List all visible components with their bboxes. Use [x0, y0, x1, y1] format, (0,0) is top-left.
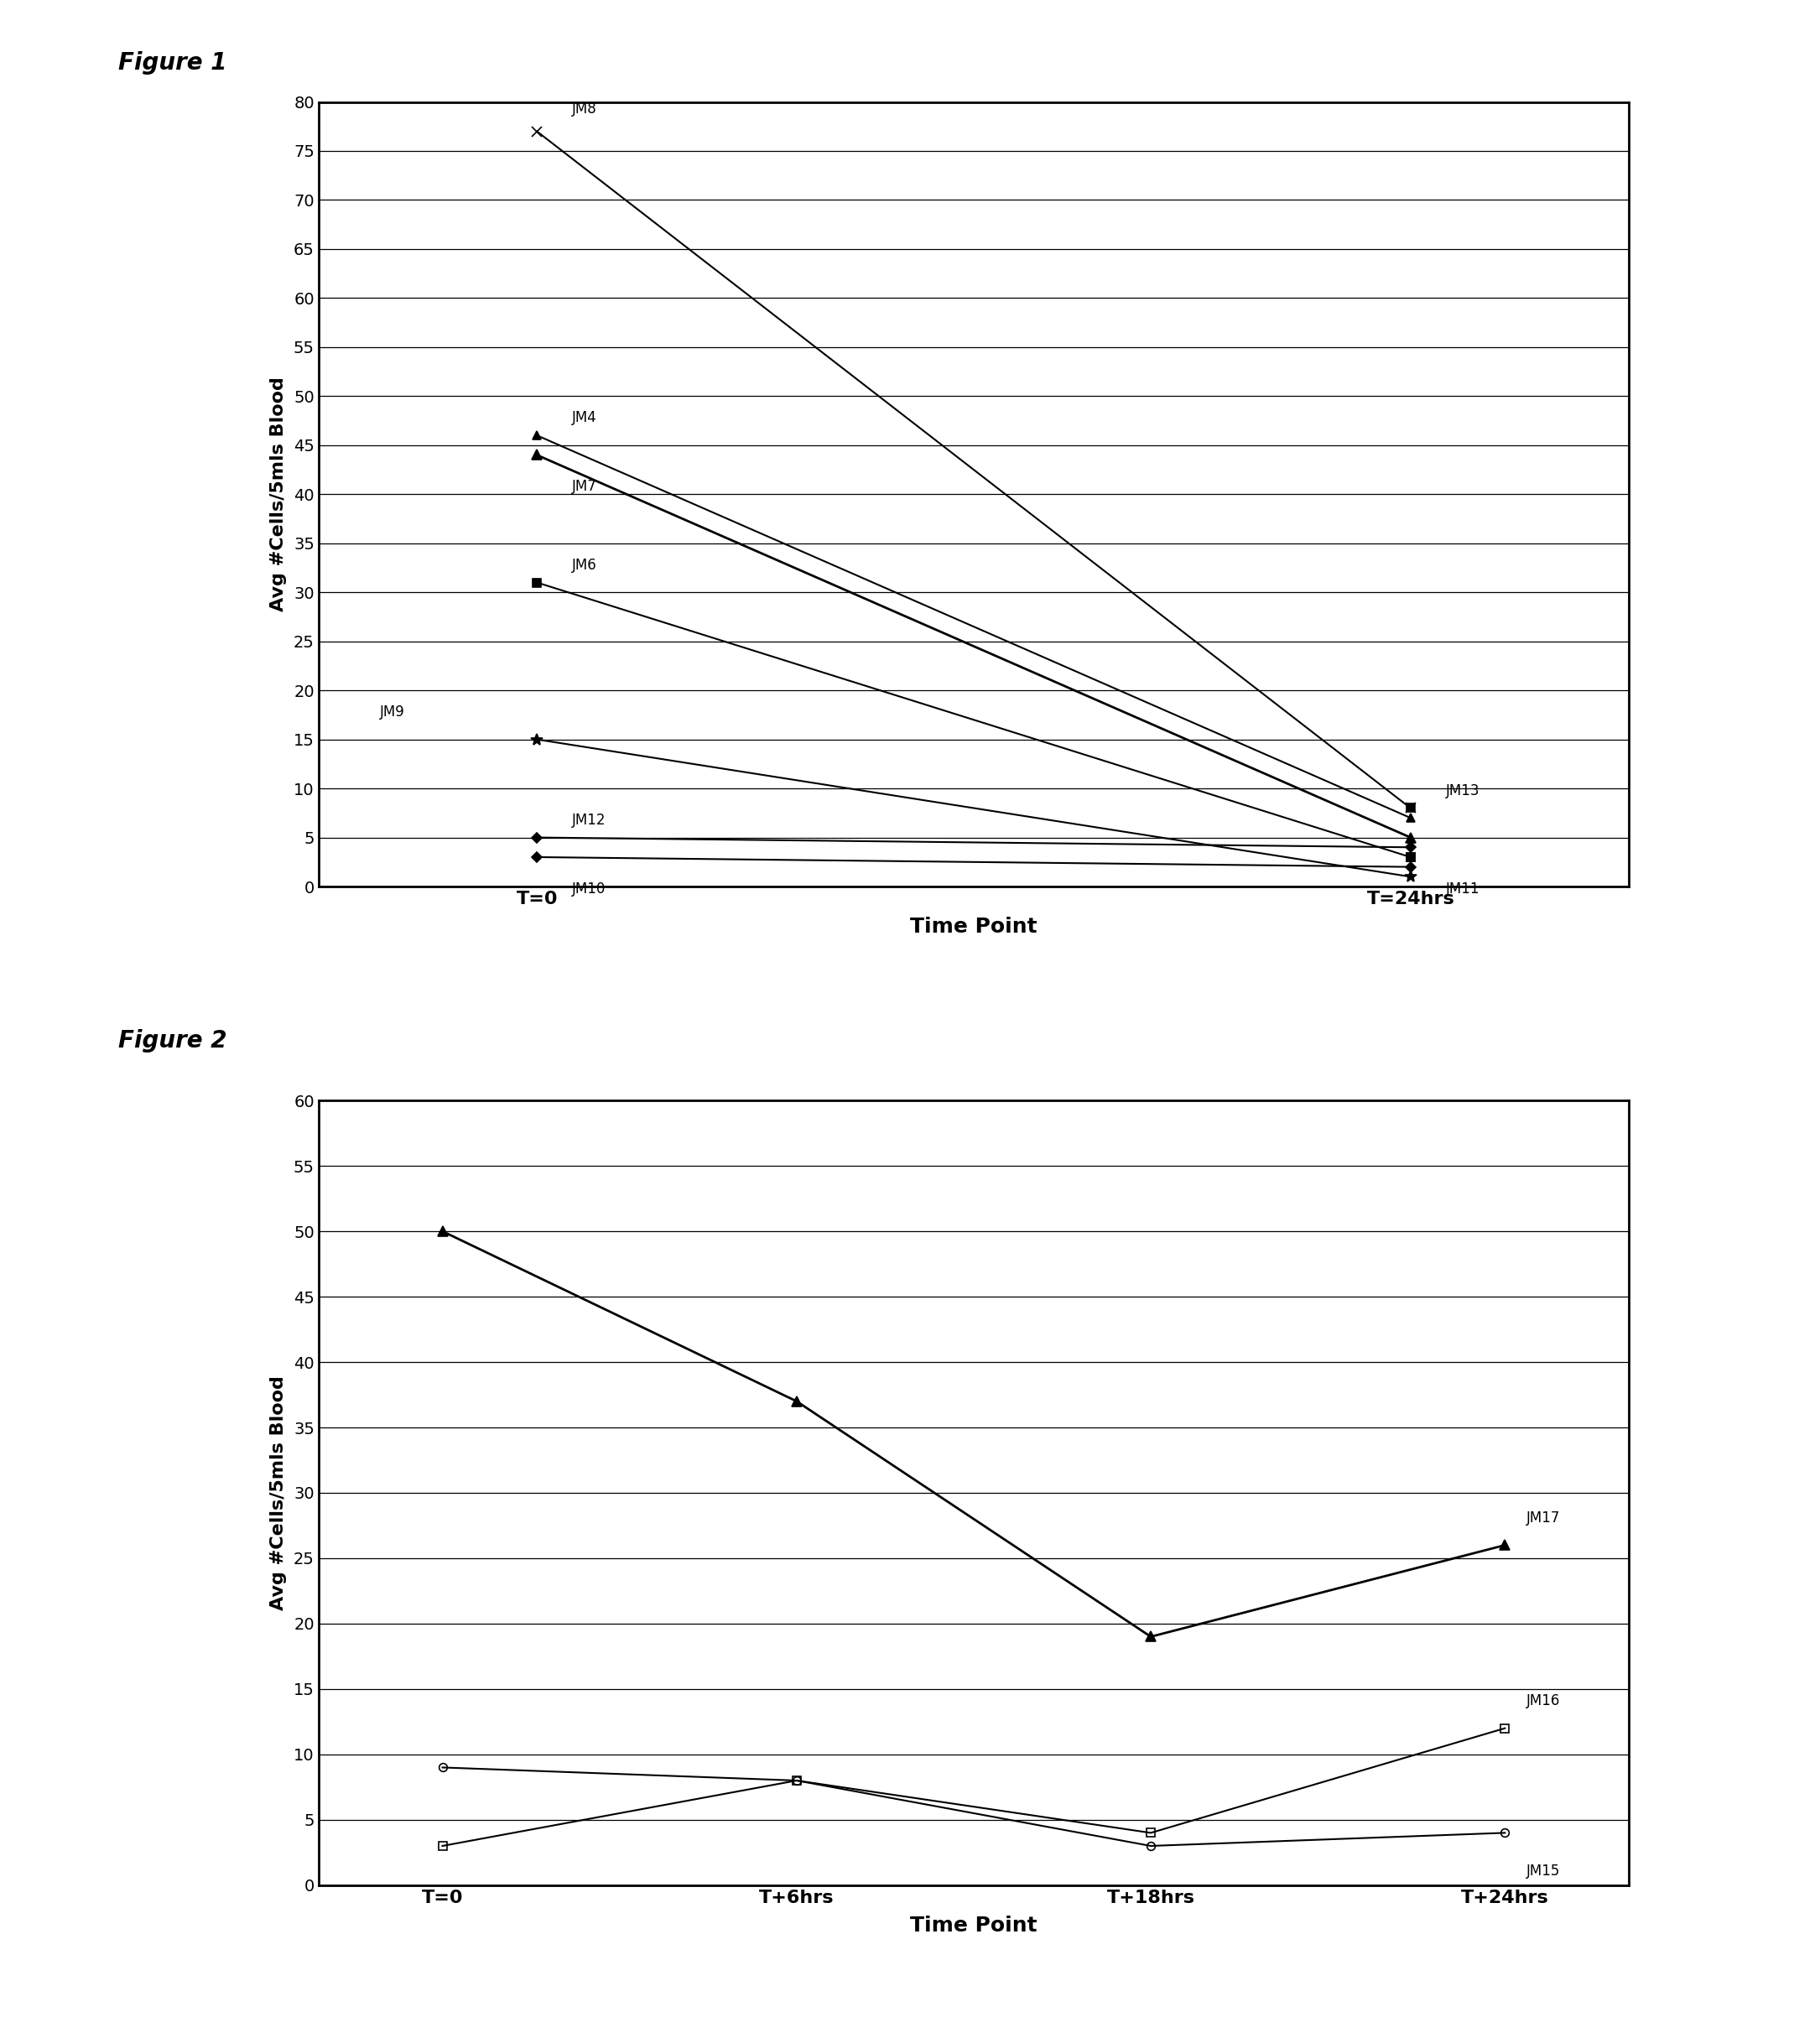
X-axis label: Time Point: Time Point: [910, 1916, 1037, 1936]
Text: JM17: JM17: [1527, 1510, 1560, 1526]
Text: JM10: JM10: [571, 880, 606, 897]
Y-axis label: Avg #Cells/5mls Blood: Avg #Cells/5mls Blood: [269, 1376, 286, 1610]
Text: JM6: JM6: [571, 558, 597, 573]
Text: JM16: JM16: [1527, 1694, 1560, 1708]
Text: JM12: JM12: [571, 813, 606, 827]
Y-axis label: Avg #Cells/5mls Blood: Avg #Cells/5mls Blood: [269, 377, 286, 611]
Text: JM9: JM9: [380, 705, 404, 719]
Text: Figure 2: Figure 2: [118, 1029, 228, 1054]
Text: JM7: JM7: [571, 479, 597, 495]
Text: JM8: JM8: [571, 102, 597, 116]
Text: JM11: JM11: [1445, 880, 1480, 897]
Text: JM13: JM13: [1445, 783, 1480, 799]
Text: JM15: JM15: [1527, 1863, 1560, 1879]
Text: Figure 1: Figure 1: [118, 51, 228, 75]
X-axis label: Time Point: Time Point: [910, 917, 1037, 937]
Text: JM4: JM4: [571, 410, 597, 426]
